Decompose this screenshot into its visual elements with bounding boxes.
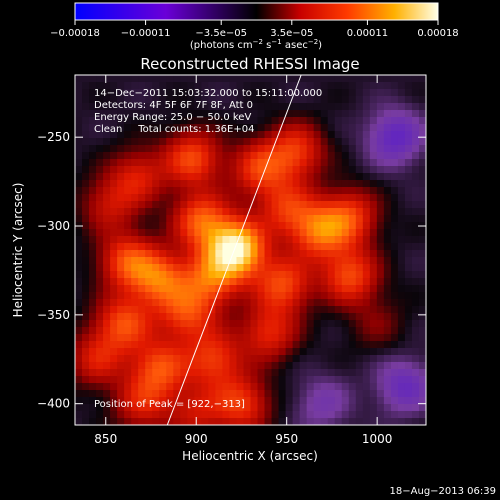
colorbar-ticks: −0.00018 −0.00011 −3.5e−05 3.5e−05 0.00011 0.… xyxy=(50,20,459,39)
plot-frame xyxy=(74,74,427,426)
x-axis-label: Heliocentric X (arcsec) xyxy=(182,449,318,463)
colorbar: −0.00018 −0.00011 −3.5e−05 3.5e−05 0.00011 0.… xyxy=(50,2,459,51)
y-tick-label: −250 xyxy=(37,130,70,144)
info-time-range: 14−Dec−2011 15:03:32.000 to 15:11:00.000 xyxy=(94,88,322,99)
x-tick-label: 950 xyxy=(275,432,298,446)
colorbar-unit-label: (photons cm−2 s−1 asec−2) xyxy=(190,38,322,51)
solar-limb-line xyxy=(166,75,302,425)
y-tick-label: −350 xyxy=(37,308,70,322)
colorbar-tick-label: −3.5e−05 xyxy=(195,28,247,39)
x-tick-label: 1000 xyxy=(362,432,393,446)
colorbar-tick-label: 0.00011 xyxy=(347,28,388,39)
colorbar-tick-label: −0.00018 xyxy=(50,28,100,39)
plot-area: 850 900 950 1000 −250 −300 −350 −400 xyxy=(37,74,427,446)
colorbar-tick-label: −0.00011 xyxy=(121,28,171,39)
y-axis-label: Heliocentric Y (arcsec) xyxy=(11,183,25,318)
footer-timestamp: 18−Aug−2013 06:39 xyxy=(390,486,496,497)
colorbar-tick-label: 3.5e−05 xyxy=(270,28,313,39)
colorbar-gradient xyxy=(74,2,439,21)
y-tick-label: −300 xyxy=(37,219,70,233)
chart-title: Reconstructed RHESSI Image xyxy=(140,55,359,73)
x-tick-label: 850 xyxy=(94,432,117,446)
info-total-counts: Clean Total counts: 1.36E+04 xyxy=(94,124,254,135)
peak-position-label: Position of Peak = [922,−313] xyxy=(94,399,245,410)
info-detectors: Detectors: 4F 5F 6F 7F 8F, Att 0 xyxy=(94,100,253,111)
axis-ticks: 850 900 950 1000 −250 −300 −350 −400 xyxy=(37,75,426,446)
y-tick-label: −400 xyxy=(37,397,70,411)
heatmap-image xyxy=(75,75,426,425)
x-tick-label: 900 xyxy=(185,432,208,446)
info-energy-range: Energy Range: 25.0 − 50.0 keV xyxy=(94,112,251,123)
colorbar-tick-label: 0.00018 xyxy=(417,28,458,39)
observation-info: 14−Dec−2011 15:03:32.000 to 15:11:00.000… xyxy=(94,88,322,135)
